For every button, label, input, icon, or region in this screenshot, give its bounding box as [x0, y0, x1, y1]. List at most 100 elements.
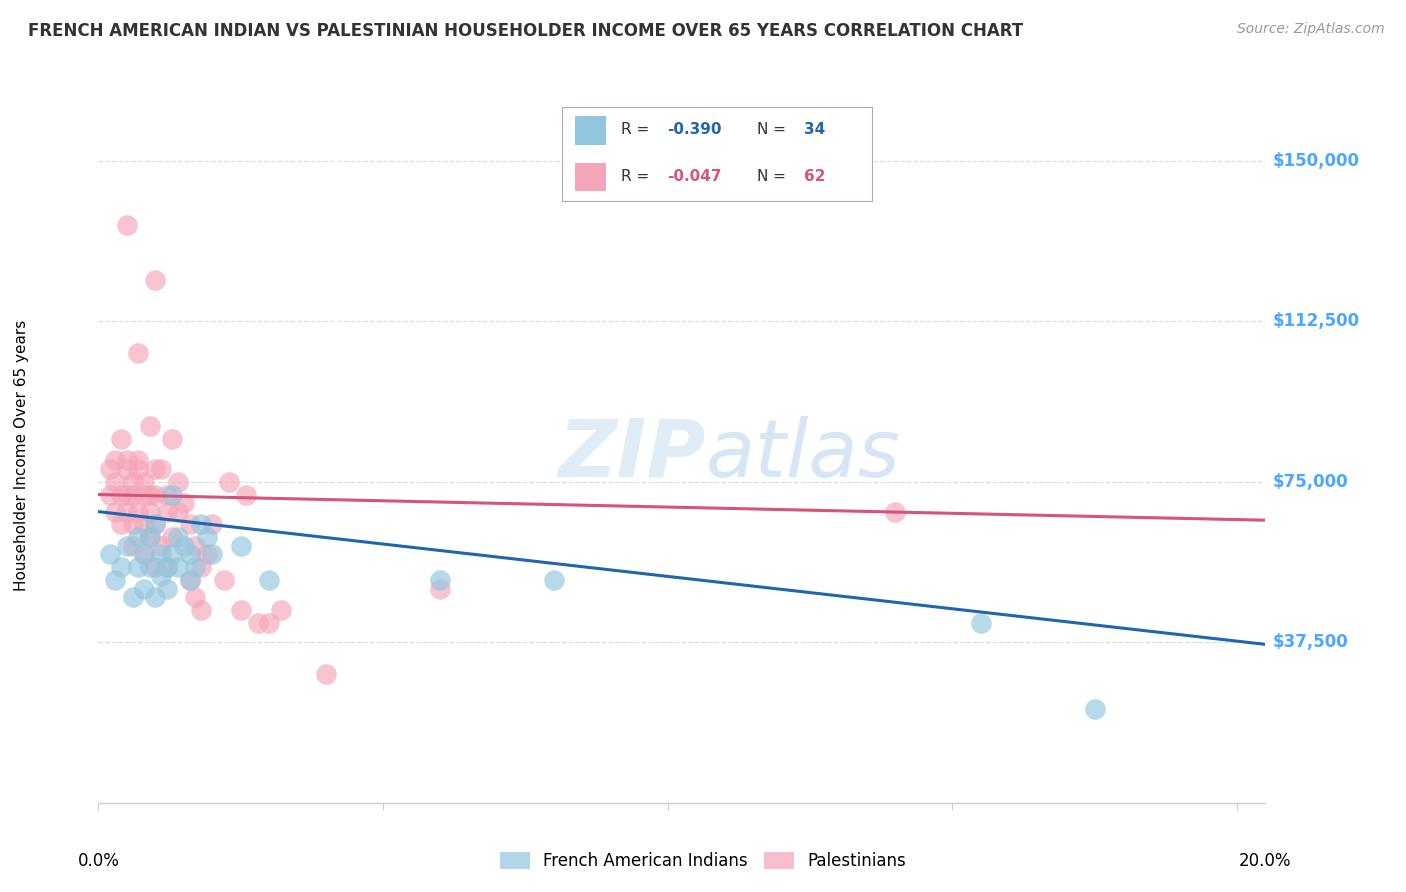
Point — [104, 573, 127, 587]
Point — [167, 530, 190, 544]
Point — [115, 462, 138, 476]
Text: R =: R = — [621, 169, 654, 185]
Point — [257, 615, 280, 630]
Text: Householder Income Over 65 years: Householder Income Over 65 years — [14, 319, 28, 591]
Point — [115, 453, 138, 467]
Point — [127, 346, 149, 360]
Point — [162, 487, 184, 501]
Text: $75,000: $75,000 — [1272, 473, 1348, 491]
Point — [229, 603, 252, 617]
Text: Source: ZipAtlas.com: Source: ZipAtlas.com — [1237, 22, 1385, 37]
Point — [195, 530, 218, 544]
Point — [132, 548, 155, 562]
Point — [143, 560, 166, 574]
Point — [190, 560, 212, 574]
Point — [270, 603, 292, 617]
Point — [132, 582, 155, 596]
Point — [156, 582, 179, 596]
Point — [132, 487, 155, 501]
Point — [115, 218, 138, 232]
Point — [156, 487, 179, 501]
Point — [143, 462, 166, 476]
Legend: French American Indians, Palestinians: French American Indians, Palestinians — [494, 845, 912, 877]
Text: N =: N = — [758, 169, 792, 185]
Point — [138, 530, 160, 544]
Point — [884, 505, 907, 519]
Text: R =: R = — [621, 122, 654, 137]
Point — [121, 487, 143, 501]
Text: 34: 34 — [804, 122, 825, 137]
Point — [110, 432, 132, 446]
Point — [162, 530, 184, 544]
Point — [138, 560, 160, 574]
Text: $150,000: $150,000 — [1272, 152, 1360, 169]
Point — [127, 560, 149, 574]
Point — [156, 560, 179, 574]
Point — [167, 505, 190, 519]
Text: $112,500: $112,500 — [1272, 312, 1360, 330]
Text: atlas: atlas — [706, 416, 900, 494]
Point — [138, 487, 160, 501]
Point — [190, 603, 212, 617]
Point — [257, 573, 280, 587]
Point — [1084, 701, 1107, 715]
Point — [138, 530, 160, 544]
Point — [121, 517, 143, 532]
Point — [162, 548, 184, 562]
Point — [173, 539, 195, 553]
Text: N =: N = — [758, 122, 792, 137]
Point — [195, 548, 218, 562]
Point — [98, 462, 121, 476]
Point — [179, 573, 201, 587]
Point — [104, 453, 127, 467]
Point — [121, 475, 143, 489]
Text: FRENCH AMERICAN INDIAN VS PALESTINIAN HOUSEHOLDER INCOME OVER 65 YEARS CORRELATI: FRENCH AMERICAN INDIAN VS PALESTINIAN HO… — [28, 22, 1024, 40]
Point — [970, 615, 993, 630]
Point — [212, 573, 235, 587]
Point — [173, 496, 195, 510]
Point — [143, 517, 166, 532]
Point — [190, 517, 212, 532]
Point — [115, 505, 138, 519]
Point — [121, 539, 143, 553]
Text: $37,500: $37,500 — [1272, 633, 1348, 651]
Point — [127, 505, 149, 519]
Point — [162, 432, 184, 446]
Point — [201, 517, 224, 532]
Point — [246, 615, 269, 630]
Text: 20.0%: 20.0% — [1239, 852, 1292, 870]
Point — [315, 667, 337, 681]
Bar — [575, 116, 606, 145]
Point — [121, 591, 143, 605]
Point — [127, 453, 149, 467]
Point — [98, 487, 121, 501]
Point — [167, 560, 190, 574]
Text: -0.390: -0.390 — [668, 122, 723, 137]
Point — [104, 505, 127, 519]
Point — [429, 582, 451, 596]
Point — [143, 273, 166, 287]
Point — [132, 517, 155, 532]
Point — [184, 591, 207, 605]
Bar — [575, 163, 606, 191]
Text: 62: 62 — [804, 169, 825, 185]
Point — [110, 517, 132, 532]
Point — [143, 487, 166, 501]
Point — [235, 487, 257, 501]
Point — [150, 569, 173, 583]
Point — [179, 517, 201, 532]
Point — [184, 539, 207, 553]
Point — [179, 548, 201, 562]
Point — [156, 505, 179, 519]
Point — [115, 539, 138, 553]
Point — [104, 475, 127, 489]
Point — [167, 475, 190, 489]
Point — [156, 560, 179, 574]
Point — [98, 548, 121, 562]
Point — [110, 487, 132, 501]
Text: 0.0%: 0.0% — [77, 852, 120, 870]
Point — [150, 548, 173, 562]
Point — [132, 548, 155, 562]
Point — [543, 573, 565, 587]
Point — [138, 505, 160, 519]
